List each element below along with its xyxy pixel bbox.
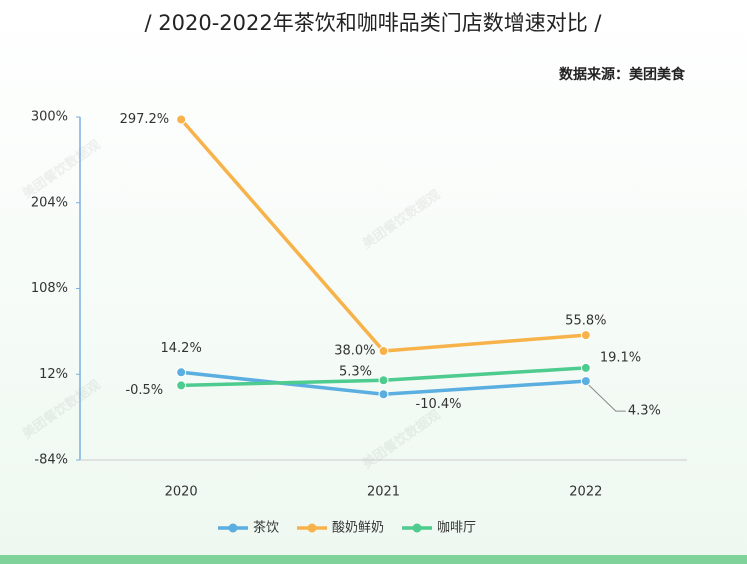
point — [378, 375, 389, 386]
legend-marker — [228, 523, 238, 533]
point — [580, 376, 591, 387]
legend-marker — [412, 523, 422, 533]
subtitle: 数据来源：美团美食 — [559, 66, 686, 83]
point — [378, 346, 389, 357]
legend-marker — [307, 523, 317, 533]
value-label: 5.3% — [339, 365, 372, 380]
x-tick-label: 2020 — [165, 485, 198, 500]
bottom-band — [0, 555, 747, 564]
value-label: 38.0% — [334, 344, 375, 359]
value-label: 55.8% — [565, 314, 606, 329]
value-label: 19.1% — [600, 350, 641, 365]
legend-label: 咖啡厅 — [437, 521, 476, 536]
y-tick-label: 12% — [39, 367, 68, 382]
chart-title: / 2020-2022年茶饮和咖啡品类门店数增速对比 / — [145, 11, 603, 35]
y-tick-label: 108% — [31, 281, 68, 296]
point — [176, 367, 187, 378]
point — [176, 380, 187, 391]
x-tick-label: 2021 — [367, 485, 400, 500]
legend-label: 酸奶鲜奶 — [332, 521, 384, 536]
value-label: 297.2% — [120, 112, 170, 127]
legend-label: 茶饮 — [253, 520, 279, 536]
y-tick-label: 204% — [31, 195, 68, 210]
y-tick-label: -84% — [34, 453, 68, 468]
point — [378, 389, 389, 400]
x-tick-label: 2022 — [569, 485, 602, 500]
leader-line — [588, 384, 626, 412]
point — [580, 362, 591, 373]
value-label: -10.4% — [416, 397, 462, 412]
y-tick-label: 300% — [31, 110, 68, 125]
value-label: 4.3% — [628, 404, 661, 419]
point — [580, 330, 591, 341]
value-label: 14.2% — [161, 341, 202, 356]
point — [176, 114, 187, 125]
value-label: -0.5% — [125, 383, 163, 398]
